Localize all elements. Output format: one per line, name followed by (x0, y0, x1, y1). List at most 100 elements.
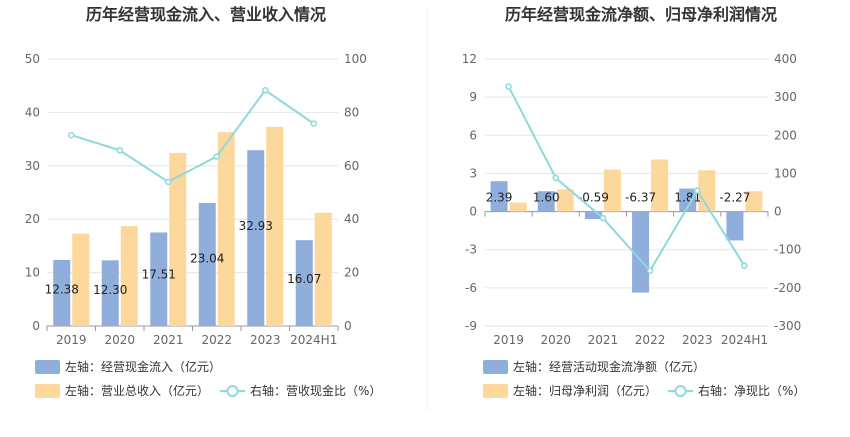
chart2-left-tick: -3 (465, 243, 477, 257)
chart2-x-tick-label: 2021 (588, 333, 619, 347)
chart2-right-tick: -300 (774, 319, 801, 333)
chart2-bar-b (556, 189, 574, 212)
chart1-line-point (213, 153, 220, 160)
chart1-line-series (70, 88, 315, 183)
chart1-x-tick-label: 2023 (250, 333, 281, 347)
chart1-x-tick-label: 2022 (201, 333, 232, 347)
chart1-right-tick: 20 (344, 266, 359, 280)
chart2-legend-swatch (483, 360, 508, 374)
chart2-bar-value-label: 2.39 (486, 191, 513, 205)
chart2-right-tick: 100 (774, 166, 797, 180)
chart1-bar-value-label: 12.38 (45, 283, 79, 297)
chart1-bar-b (120, 226, 138, 326)
chart2-bar-value-label: -0.59 (578, 191, 609, 205)
chart2-legend-label: 右轴：净现比（%） (698, 383, 805, 398)
chart1-bar-b (266, 126, 284, 327)
chart2-right-tick: 300 (774, 90, 797, 104)
chart2-x-tick-label: 2020 (540, 333, 571, 347)
chart1-bar-value-label: 32.93 (239, 219, 273, 233)
chart2-bar-a (584, 211, 602, 220)
chart2-line-series (507, 86, 746, 273)
chart1-legend-label: 左轴：营业总收入（亿元） (65, 383, 209, 398)
chart1-legend-swatch (35, 384, 60, 398)
chart2-bar-b (745, 191, 763, 212)
chart2-x-tick-label: 2019 (493, 333, 524, 347)
chart2-right-tick: -200 (774, 281, 801, 295)
chart2-title: 历年经营现金流净额、归母净利润情况 (505, 5, 777, 24)
chart1-bar-a (101, 260, 119, 326)
chart2-bar-b (651, 159, 669, 212)
chart1-title: 历年经营现金流入、营业收入情况 (86, 5, 326, 24)
chart2-left-tick: 9 (469, 90, 477, 104)
chart2-x-tick-label: 2023 (682, 333, 713, 347)
chart2-bar-b (603, 169, 621, 212)
chart1-bar-value-label: 12.30 (93, 283, 127, 297)
chart1-x-tick-label: 2021 (153, 333, 184, 347)
chart2-bar-b (509, 202, 527, 212)
chart2-legend-label: 左轴：归母净利润（亿元） (513, 383, 657, 398)
chart1-bar-b (314, 212, 332, 326)
chart2-line-point (694, 187, 701, 194)
chart1-left-tick: 10 (25, 266, 40, 280)
chart1-left-tick: 0 (32, 319, 40, 333)
chart1-legend-swatch (35, 360, 60, 374)
chart2-line-point (646, 267, 654, 274)
chart2-bar-a (490, 181, 508, 212)
chart1-right-tick: 100 (344, 52, 367, 66)
chart1-bar-a (150, 232, 168, 326)
chart1-line-point (68, 131, 75, 139)
chart1-legend-label: 左轴：经营现金流入（亿元） (65, 359, 221, 374)
chart2-legend-marker (674, 385, 687, 397)
chart2-legend-swatch (483, 384, 508, 398)
chart1-bar-a (53, 259, 71, 326)
chart2-left-tick: 12 (462, 52, 477, 66)
chart1-x-tick-label: 2019 (56, 333, 87, 347)
chart2-bar-value-label: -6.37 (625, 191, 656, 205)
chart1-x-tick-label: 2024H1 (290, 333, 337, 347)
chart2-line-point (552, 174, 559, 182)
chart1-right-tick: 60 (344, 159, 359, 173)
chart1-bar-value-label: 16.07 (287, 272, 321, 286)
chart2-right-tick: 200 (774, 128, 797, 142)
chart1-bar-b (169, 152, 187, 326)
chart1-bar-a (295, 240, 313, 326)
chart2-bar-value-label: -2.27 (719, 191, 750, 205)
chart2-bar-b (698, 170, 716, 212)
chart2-bar-a (679, 188, 697, 212)
chart1-left-tick: 20 (25, 212, 40, 226)
chart2-right-tick: 0 (774, 205, 782, 219)
chart2-line-point (741, 262, 748, 269)
chart2-right-tick: 400 (774, 52, 797, 66)
chart1-bar-a (247, 150, 265, 326)
chart1-line-point (116, 147, 123, 154)
chart2-bar-value-label: 1.60 (533, 191, 560, 205)
chart2-bar-a (726, 211, 744, 241)
chart1-right-tick: 80 (344, 105, 359, 119)
chart2-line-point (505, 83, 512, 90)
chart1-x-tick-label: 2020 (104, 333, 135, 347)
chart1-bar-value-label: 17.51 (142, 268, 176, 282)
chart1-line-point (165, 178, 172, 186)
chart2-left-tick: 0 (469, 205, 477, 219)
chart1-left-tick: 40 (25, 105, 40, 119)
chart1-legend-label: 右轴：营收现金比（%） (250, 383, 381, 398)
chart1-bar-a (198, 202, 216, 326)
chart2-x-tick-label: 2022 (635, 333, 666, 347)
chart2-line-point (599, 214, 607, 222)
chart2-right-tick: -100 (774, 243, 801, 257)
chart1-bar-b (217, 132, 235, 326)
chart2-left-tick: -6 (465, 281, 477, 295)
chart1-left-tick: 50 (25, 52, 40, 66)
chart1-line-point (310, 120, 317, 127)
chart1-bar-value-label: 23.04 (190, 251, 224, 265)
chart2-left-tick: -9 (465, 319, 477, 333)
chart2-legend-label: 左轴：经营活动现金流净额（亿元） (513, 359, 705, 374)
chart1-right-tick: 0 (344, 319, 352, 333)
chart1-legend-marker (226, 385, 239, 397)
chart1-bar-b (72, 233, 90, 326)
chart2-bar-a (537, 191, 555, 212)
chart2-bar-a (632, 211, 650, 293)
chart1-line-point (262, 86, 269, 94)
chart2-left-tick: 3 (469, 166, 477, 180)
